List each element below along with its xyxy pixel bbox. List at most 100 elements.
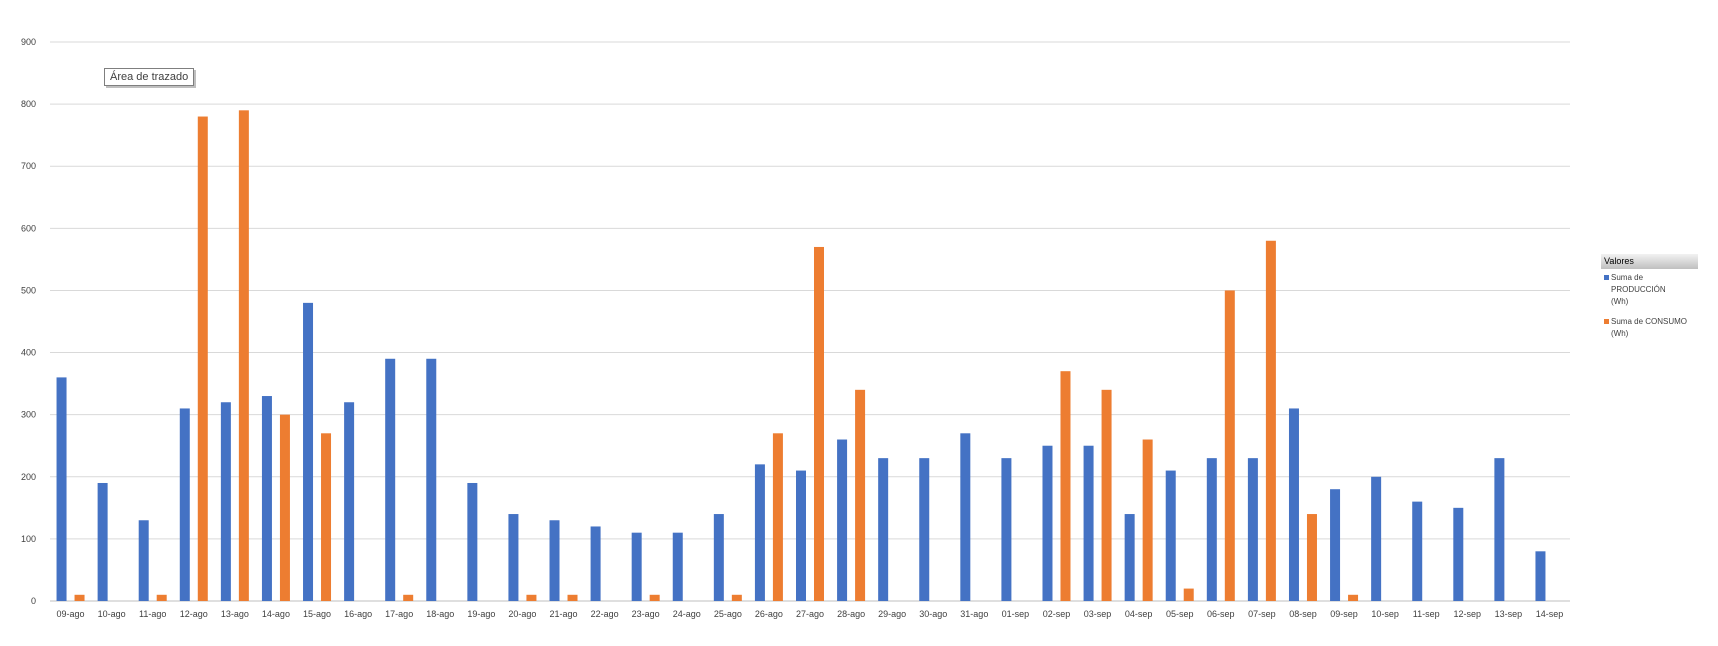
bar-consumo[interactable] [403,594,414,601]
bar-produccion[interactable] [631,532,642,601]
x-category-label: 02-sep [1043,609,1071,619]
x-category-label: 11-ago [139,609,166,619]
x-category-label: 12-sep [1454,609,1482,619]
bar-consumo[interactable] [1101,389,1112,601]
x-category-label: 16-ago [344,609,372,619]
bar-produccion[interactable] [426,358,437,601]
x-category-label: 10-ago [98,609,126,619]
x-category-label: 29-ago [878,609,906,619]
bar-consumo[interactable] [197,116,208,602]
y-tick-label: 700 [21,161,36,171]
x-category-label: 05-sep [1166,609,1194,619]
bar-produccion[interactable] [919,458,930,601]
bar-consumo[interactable] [772,433,783,601]
bar-consumo[interactable] [1183,588,1194,601]
bar-consumo[interactable] [1306,514,1317,601]
legend[interactable]: Valores Suma de PRODUCCIÓN (Wh) Suma de … [1601,254,1698,340]
bar-produccion[interactable] [796,470,806,601]
legend-label-consumo-1: Suma de CONSUMO [1611,317,1688,326]
x-category-label: 19-ago [467,609,495,619]
bar-produccion[interactable] [56,377,67,601]
y-tick-label: 500 [21,285,36,295]
x-category-label: 21-ago [549,609,577,619]
bar-produccion[interactable] [878,458,889,601]
x-category-label: 03-sep [1084,609,1112,619]
bar-produccion[interactable] [672,532,683,601]
bar-consumo[interactable] [238,110,249,602]
bar-produccion[interactable] [1247,458,1258,601]
y-tick-label: 100 [21,534,36,544]
x-category-label: 09-ago [57,609,85,619]
bar-consumo[interactable] [74,594,85,601]
plot-area-tooltip: Área de trazado [104,68,195,86]
x-category-label: 28-ago [837,609,865,619]
bar-consumo[interactable] [1224,290,1235,601]
bar-produccion[interactable] [97,482,108,601]
bar-produccion[interactable] [1494,458,1505,601]
x-category-label: 12-ago [180,609,208,619]
x-category-label: 18-ago [426,609,454,619]
bar-produccion[interactable] [138,520,149,601]
legend-swatch-consumo [1604,319,1609,324]
x-category-label: 17-ago [385,609,413,619]
bar-produccion[interactable] [179,408,190,601]
bar-produccion[interactable] [1206,458,1217,601]
x-category-label: 07-sep [1248,609,1276,619]
x-category-label: 14-sep [1536,609,1564,619]
bar-produccion[interactable] [1412,501,1423,601]
bar-consumo[interactable] [279,414,290,601]
bar-consumo[interactable] [1060,371,1071,601]
legend-label-produccion-2: PRODUCCIÓN [1611,285,1666,294]
bar-produccion[interactable] [344,402,355,601]
bar-produccion[interactable] [1124,514,1135,601]
bar-produccion[interactable] [1288,408,1299,601]
bar-produccion[interactable] [1330,489,1341,601]
bar-produccion[interactable] [385,358,396,601]
x-category-label: 06-sep [1207,609,1235,619]
bar-consumo[interactable] [855,389,866,601]
bar-produccion[interactable] [1042,445,1053,601]
x-category-label: 30-ago [919,609,947,619]
x-axis-category-labels: 09-ago 10-ago 11-ago 12-ago 13-ago 14-ago 15-a… [57,609,1564,619]
legend-label-produccion-1: Suma de [1611,273,1644,282]
bar-produccion[interactable] [590,526,601,601]
bar-produccion[interactable] [1083,445,1094,601]
bar-produccion[interactable] [1165,470,1176,601]
bar-produccion[interactable] [1453,507,1464,601]
y-tick-label: 400 [21,348,36,358]
bar-produccion[interactable] [261,396,272,601]
bar-produccion[interactable] [508,514,519,601]
bars [56,110,1546,602]
bar-produccion[interactable] [467,482,478,601]
x-category-label: 25-ago [714,609,742,619]
x-category-label: 14-ago [262,609,290,619]
bar-consumo[interactable] [814,246,824,601]
legend-item-consumo[interactable]: Suma de CONSUMO (Wh) [1601,316,1698,340]
bar-produccion[interactable] [1371,476,1382,601]
bar-consumo[interactable] [567,594,578,601]
bar-produccion[interactable] [1535,551,1546,601]
bar-consumo[interactable] [649,594,660,601]
bar-consumo[interactable] [526,594,537,601]
x-category-label: 01-sep [1002,609,1030,619]
x-category-label: 20-ago [508,609,536,619]
bar-consumo[interactable] [1265,240,1276,601]
bar-consumo[interactable] [1142,439,1153,601]
bar-produccion[interactable] [960,433,971,601]
bar-consumo[interactable] [156,594,167,601]
y-tick-label: 900 [21,37,36,47]
bar-produccion[interactable] [549,520,560,601]
x-category-label: 08-sep [1289,609,1317,619]
bar-produccion[interactable] [754,464,765,601]
bar-produccion[interactable] [303,302,314,601]
bar-consumo[interactable] [321,433,332,601]
bar-produccion[interactable] [713,514,724,601]
bar-consumo[interactable] [1348,594,1359,601]
legend-title: Valores [1601,254,1698,269]
bar-produccion[interactable] [1001,458,1012,601]
bar-consumo[interactable] [731,594,742,601]
legend-item-produccion[interactable]: Suma de PRODUCCIÓN (Wh) [1601,272,1698,308]
bar-produccion[interactable] [220,402,231,601]
bar-produccion[interactable] [837,439,848,601]
